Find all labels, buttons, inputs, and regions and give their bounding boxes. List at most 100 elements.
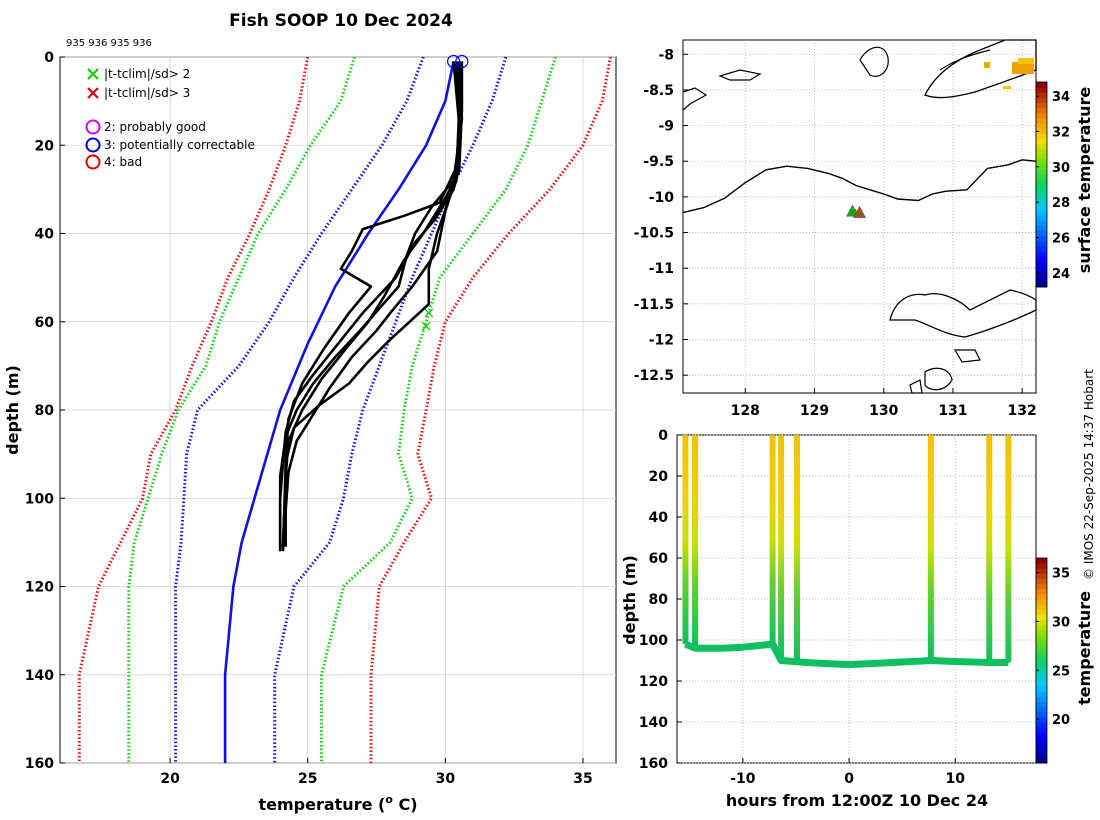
cast-column [927, 435, 934, 661]
cast-columns [682, 435, 1012, 663]
colorbar-tick-label: 30 [1052, 161, 1070, 176]
x-tick-label: 25 [298, 771, 317, 787]
island-north-west [718, 69, 762, 81]
profile-series [77, 56, 612, 763]
colorbar-tick-label: 24 [1052, 267, 1070, 282]
time-x-tick-label: -10 [730, 771, 756, 787]
y-tick-label: 60 [35, 315, 55, 331]
island-south [953, 349, 981, 363]
colorbar-segment [1036, 655, 1047, 661]
profile-panel: Fish SOOP 10 Dec 2024 935 936 935 936 20… [3, 11, 617, 814]
station-x [849, 208, 856, 216]
colorbar-frame [1035, 81, 1048, 288]
colorbar-segment [1036, 205, 1047, 211]
colorbar-segment [1036, 732, 1047, 738]
map-x-tick-label: 131 [938, 403, 967, 419]
y-tick-label: 100 [25, 491, 54, 507]
x-axis-label-sup: o [385, 793, 393, 806]
colorbar-segment [1036, 251, 1047, 257]
colorbar-segment [1036, 634, 1047, 641]
y-tick-label: 120 [25, 580, 54, 596]
legend-circle-marker [85, 154, 101, 170]
island-north [859, 46, 889, 77]
colorbar-segment [1036, 225, 1047, 232]
colorbar-segment [1036, 722, 1047, 728]
map-y-tick-label: -10 [649, 190, 675, 206]
temp-colorbar-label: temperature [1075, 591, 1094, 705]
series-line-1 [174, 56, 425, 763]
series-line-9 [284, 61, 461, 547]
colorbar-segment [1036, 102, 1047, 109]
colorbar-segment [1036, 752, 1047, 759]
colorbar-segment [1036, 588, 1047, 595]
map-grid [683, 40, 1036, 393]
station-x [856, 210, 863, 217]
legend-circle-marker [85, 137, 101, 153]
map-x-tick-label: 132 [1008, 403, 1037, 419]
colorbar-segment [1036, 614, 1047, 620]
colorbar-tick-label: 35 [1052, 567, 1070, 582]
time-y-tick-label: 120 [639, 674, 668, 690]
colorbar-segment [1036, 645, 1047, 651]
outlier-x-marker [421, 321, 431, 331]
map-panel: 128 129 130 131 132 -8-8.5-9-9.5-10-10.5-11-… [634, 39, 1094, 419]
colorbar-segment [1036, 123, 1047, 129]
legend-label: |t-tclim|/sd> 2 [104, 67, 190, 81]
time-depth-plot-area [676, 434, 1037, 764]
colorbar-segment [1036, 665, 1047, 672]
colorbar-segment [1036, 624, 1047, 631]
bottom-track [684, 640, 1009, 669]
map-coastlines [682, 39, 1037, 394]
colorbar-segment [1036, 619, 1047, 626]
colorbar-segment [1036, 164, 1047, 170]
colorbar-segment [1036, 578, 1047, 585]
sst-patch [984, 62, 990, 68]
map-y-tick-label: -10.5 [634, 226, 674, 242]
colorbar-segment [1036, 563, 1047, 569]
colorbar-segment [1036, 82, 1047, 88]
station-markers [846, 204, 867, 218]
colorbar-segment [1036, 215, 1047, 221]
colorbar-segment [1036, 184, 1047, 191]
time-y-ticks: 0 20 40 60 80 100 120 140 160 [639, 428, 682, 772]
time-depth-grid [677, 434, 1036, 764]
legend-label: 2: probably good [104, 120, 206, 134]
colorbar-segment [1036, 558, 1047, 564]
sst-patches [984, 58, 1034, 89]
map-y-tick-label: -8 [658, 47, 674, 63]
cast-column [769, 435, 776, 645]
map-colorbar: 24 26 28 30 32 34 [1035, 81, 1070, 288]
header-ids: 935 936 935 936 [66, 38, 152, 49]
y-axis-label: depth (m) [3, 365, 22, 455]
colorbar-segment [1036, 240, 1047, 247]
colorbar-segment [1036, 583, 1047, 590]
time-y-tick-label: 100 [639, 633, 668, 649]
time-x-axis-label: hours from 12:00Z 10 Dec 24 [726, 791, 988, 810]
flag-circle-marker [447, 54, 461, 69]
cast-column [692, 435, 699, 649]
time-depth-panel: -10 0 10 0 20 40 60 80 100 120 140 160 20 25 30 35 ho… [620, 428, 1094, 810]
colorbar-segment [1036, 179, 1047, 185]
colorbar-segment [1036, 691, 1047, 697]
colorbar-segment [1036, 107, 1047, 114]
legend-label: |t-tclim|/sd> 3 [104, 86, 190, 100]
cast-column [1005, 435, 1012, 663]
colorbar-segment [1036, 711, 1047, 718]
cast-column [682, 435, 689, 645]
colorbar-segment [1036, 281, 1047, 288]
colorbar-segment [1036, 716, 1047, 723]
time-y-tick-label: 80 [649, 592, 669, 608]
series-line-0 [223, 61, 455, 763]
colorbar-tick-label: 34 [1052, 90, 1070, 105]
footer-credit: © IMOS 22-Sep-2025 14:37 Hobart [1082, 369, 1096, 580]
colorbar-segment [1036, 133, 1047, 139]
x-tick-label: 20 [160, 771, 180, 787]
map-y-ticks: -8 -8.5 -9 -9.5 -10 -10.5 -11 -11.5 -12 -12.5 [634, 47, 688, 384]
map-x-tick-label: 130 [869, 403, 898, 419]
series-line-12 [278, 61, 464, 547]
y-tick-label: 0 [44, 50, 54, 66]
series-line-4 [320, 56, 557, 763]
legend-label: 4: bad [104, 155, 142, 169]
colorbar-segment [1036, 148, 1047, 155]
